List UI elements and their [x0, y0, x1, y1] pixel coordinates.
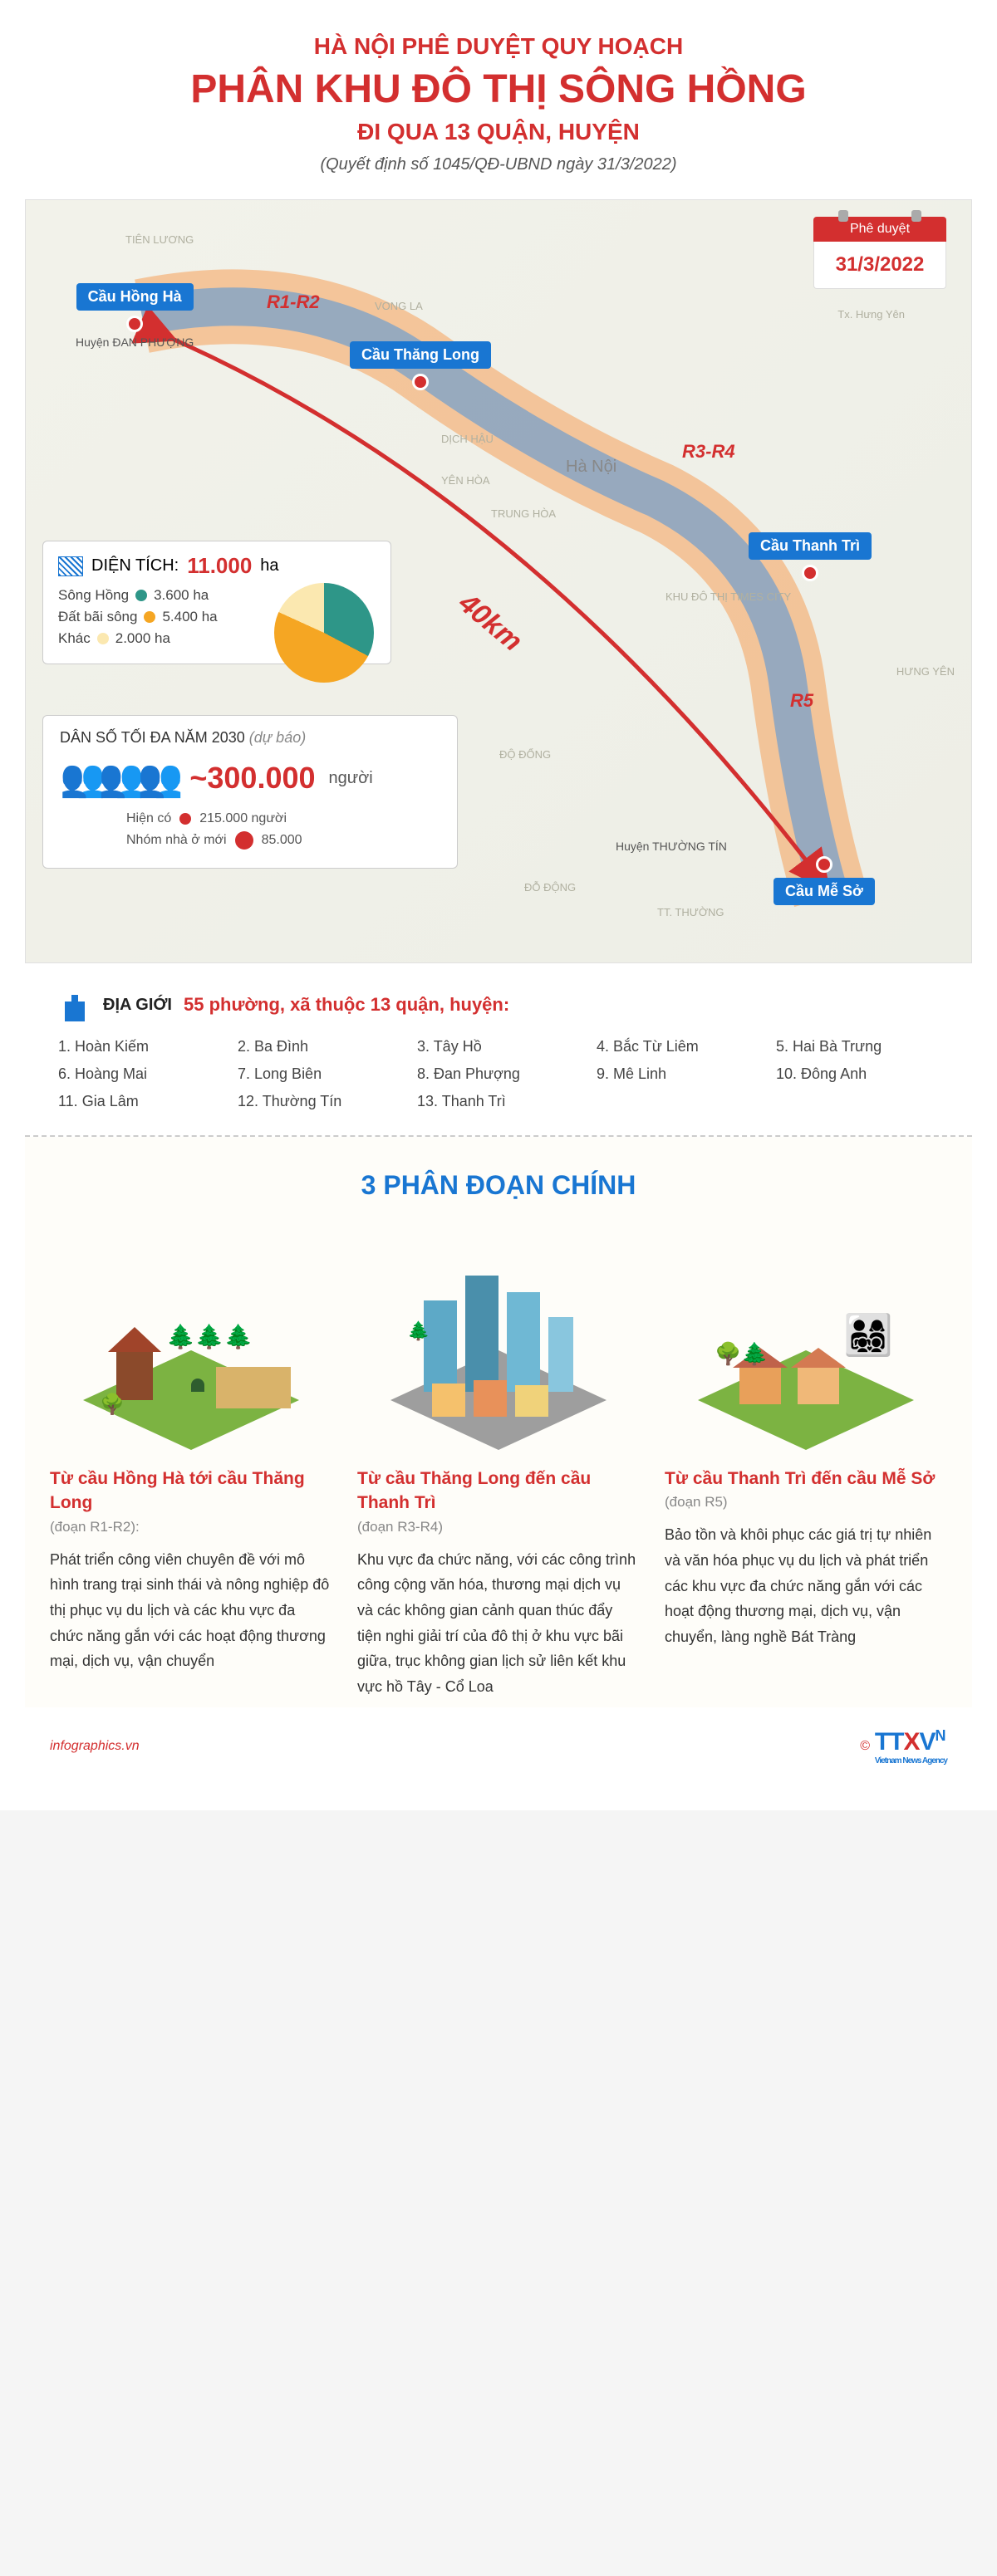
legend-dot-icon [235, 831, 253, 850]
subtitle: (Quyết định số 1045/QĐ-UBND ngày 31/3/20… [25, 155, 972, 174]
building-icon [58, 988, 91, 1021]
district-item: 7. Long Biên [238, 1065, 400, 1083]
district-item: 10. Đông Anh [776, 1065, 939, 1083]
area-title-label: DIỆN TÍCH: [91, 556, 179, 575]
zone-label: R1-R2 [267, 291, 320, 313]
map-place: ĐỖ ĐỘNG [524, 881, 576, 894]
districts-section: ĐỊA GIỚI 55 phường, xã thuộc 13 quận, hu… [25, 963, 972, 1137]
segment-scene-icon: 👨‍👩‍👧‍👦 🌳🌲 [665, 1234, 947, 1450]
marker-dot-icon [126, 316, 143, 332]
district-item: 9. Mê Linh [597, 1065, 759, 1083]
legend-dot-icon [144, 611, 155, 623]
area-total: 11.000 [187, 553, 252, 579]
segment-desc: Phát triển công viên chuyên đề với mô hì… [50, 1547, 332, 1674]
district-item: 13. Thanh Trì [417, 1093, 580, 1110]
zone-label: R5 [790, 690, 813, 712]
segments-section: 3 PHÂN ĐOẠN CHÍNH 🌲🌲🌲 🌳 Từ cầu Hồng Hà t… [25, 1137, 972, 1707]
footer: infographics.vn © TTXVN Vietnam News Age… [25, 1707, 972, 1785]
infographic-header: HÀ NỘI PHÊ DUYỆT QUY HOẠCH PHÂN KHU ĐÔ T… [25, 33, 972, 174]
map-place: DỊCH HẬU [441, 433, 494, 445]
area-card: DIỆN TÍCH: 11.000 ha Sông Hồng 3.600 ha Đ… [42, 541, 391, 664]
population-card: DÂN SỐ TỐI ĐA NĂM 2030 (dự báo) 👥👥👥 ~300… [42, 715, 458, 869]
segment-code: (đoạn R1-R2): [50, 1519, 332, 1535]
title-line3: ĐI QUA 13 QUẬN, HUYỆN [25, 119, 972, 145]
people-icon: 👥👥👥 [60, 757, 176, 800]
area-icon [58, 556, 83, 576]
map-place: TRUNG HÒA [491, 507, 556, 520]
legend-dot-icon [97, 633, 109, 644]
segment-name: Từ cầu Hồng Hà tới cầu Thăng Long [50, 1467, 332, 1516]
map-section: Phê duyệt 31/3/2022 40km TIÊN LƯƠNG VONG… [25, 199, 972, 963]
marker-dot-icon [802, 565, 818, 581]
districts-label: ĐỊA GIỚI [103, 996, 172, 1015]
map-place: Hà Nội [566, 458, 616, 477]
legend-dot-icon [135, 590, 147, 601]
districts-grid: 1. Hoàn Kiếm 2. Ba Đình 3. Tây Hồ 4. Bắc Từ… [58, 1038, 939, 1110]
marker-honghaCau: Cầu Hồng Hà Huyện ĐAN PHƯỢNG [76, 283, 194, 349]
segments-title: 3 PHÂN ĐOẠN CHÍNH [50, 1170, 947, 1201]
area-item-value: 5.400 ha [162, 609, 217, 625]
district-item: 5. Hai Bà Trưng [776, 1038, 939, 1055]
pop-sub-label: Hiện có [126, 811, 171, 826]
pop-sub-value: 85.000 [262, 833, 302, 848]
pop-sub-label: Nhóm nhà ở mới [126, 833, 227, 848]
marker-thanhtri: Cầu Thanh Trì [749, 532, 872, 581]
pop-unit: người [329, 769, 373, 788]
segment-scene-icon: 🌲🌲🌲 🌳 [50, 1234, 332, 1450]
marker-meso: Huyện THƯỜNG TÍN Cầu Mễ Sở [774, 856, 875, 910]
districts-count: 55 phường, xã thuộc 13 quận, huyện: [184, 994, 509, 1016]
area-item-value: 2.000 ha [115, 630, 170, 647]
map-place: TT. THƯỜNG [657, 906, 724, 918]
pop-title: DÂN SỐ TỐI ĐA NĂM 2030 [60, 729, 245, 746]
title-line1: HÀ NỘI PHÊ DUYỆT QUY HOẠCH [25, 33, 972, 60]
district-item: 11. Gia Lâm [58, 1093, 221, 1110]
pop-sub-row: Hiện có 215.000 người [60, 811, 440, 826]
copyright: © [860, 1739, 870, 1754]
marker-dot-icon [816, 856, 832, 873]
area-item-label: Khác [58, 630, 91, 647]
segment-code: (đoạn R5) [665, 1494, 947, 1511]
area-item-label: Sông Hồng [58, 587, 129, 604]
segment-column: 🌲🌲🌲 🌳 Từ cầu Hồng Hà tới cầu Thăng Long … [50, 1234, 332, 1699]
map-place: ĐỘ ĐỔNG [499, 748, 551, 761]
area-item-label: Đất bãi sông [58, 609, 137, 625]
segment-name: Từ cầu Thanh Trì đến cầu Mễ Sở [665, 1467, 947, 1491]
segment-desc: Bảo tồn và khôi phục các giá trị tự nhiê… [665, 1522, 947, 1649]
segment-column: 👨‍👩‍👧‍👦 🌳🌲 Từ cầu Thanh Trì đến cầu Mễ S… [665, 1234, 947, 1699]
pop-sub-row: Nhóm nhà ở mới 85.000 [60, 831, 440, 850]
segment-name: Từ cầu Thăng Long đến cầu Thanh Trì [357, 1467, 640, 1516]
area-pie-chart [274, 583, 374, 683]
area-item-value: 3.600 ha [154, 587, 209, 604]
pop-title-note: (dự báo) [249, 729, 306, 746]
title-line2: PHÂN KHU ĐÔ THỊ SÔNG HỒNG [25, 66, 972, 112]
area-unit: ha [260, 556, 278, 575]
district-item: 2. Ba Đình [238, 1038, 400, 1055]
legend-dot-icon [179, 813, 191, 825]
marker-thanglong: Cầu Thăng Long [350, 341, 491, 390]
footer-site: infographics.vn [50, 1739, 140, 1754]
segment-code: (đoạn R3-R4) [357, 1519, 640, 1535]
district-item: 8. Đan Phượng [417, 1065, 580, 1083]
map-place: YÊN HÒA [441, 474, 490, 487]
map-place: HƯNG YÊN [896, 665, 955, 678]
district-item: 3. Tây Hồ [417, 1038, 580, 1055]
map-place: VONG LA [375, 300, 423, 312]
map-place: Tx. Hưng Yên [837, 308, 905, 321]
zone-label: R3-R4 [682, 441, 735, 463]
map-place: TIÊN LƯƠNG [125, 233, 194, 246]
length-label: 40km [452, 586, 528, 658]
pop-value: ~300.000 [189, 761, 315, 796]
segment-desc: Khu vực đa chức năng, với các công trình… [357, 1547, 640, 1700]
agency-logo: TTXVN Vietnam News Agency [875, 1727, 947, 1765]
pop-sub-value: 215.000 người [199, 811, 287, 826]
map-place: KHU ĐÔ THỊ TIMES CITY [665, 590, 791, 603]
segment-column: 🌲 Từ cầu Thăng Long đến cầu Thanh Trì (đ… [357, 1234, 640, 1699]
district-item: 6. Hoàng Mai [58, 1065, 221, 1083]
district-item: 12. Thường Tín [238, 1093, 400, 1110]
district-item: 4. Bắc Từ Liêm [597, 1038, 759, 1055]
segment-scene-icon: 🌲 [357, 1234, 640, 1450]
district-item: 1. Hoàn Kiếm [58, 1038, 221, 1055]
marker-dot-icon [412, 374, 429, 390]
